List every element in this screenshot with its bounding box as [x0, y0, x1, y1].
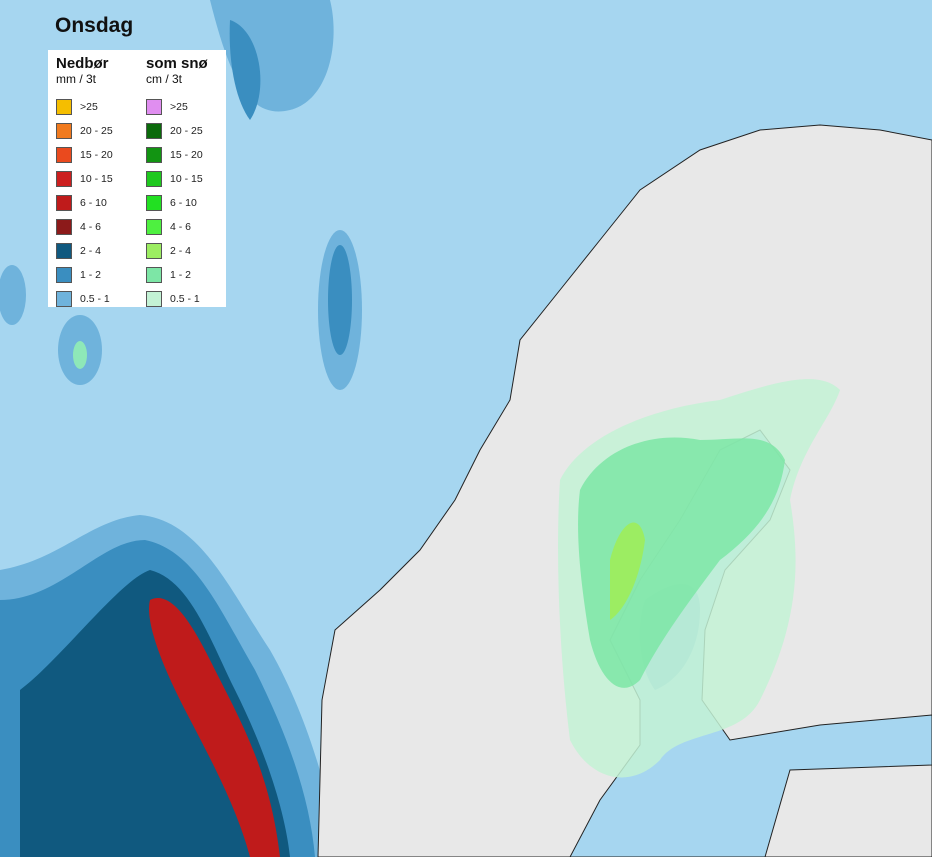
legend-swatch — [56, 99, 72, 115]
precip-area — [328, 245, 352, 355]
legend-label: 0.5 - 1 — [170, 293, 200, 305]
precip-area — [149, 598, 280, 857]
legend-column: Nedbør mm / 3t >25 20 - 25 15 - 20 10 - 15 6… — [56, 55, 113, 307]
precip-area — [0, 265, 26, 325]
legend-label: >25 — [170, 101, 188, 113]
legend-swatch — [56, 291, 72, 307]
legend-swatch — [146, 195, 162, 211]
legend-swatch — [146, 147, 162, 163]
legend-swatch — [56, 171, 72, 187]
legend-swatch — [56, 123, 72, 139]
legend-label: 1 - 2 — [80, 269, 102, 281]
legend-swatch — [146, 219, 162, 235]
legend-swatch — [56, 243, 72, 259]
legend-header: Nedbør — [56, 55, 109, 72]
legend-label: 6 - 10 — [80, 197, 107, 209]
legend-label: 10 - 15 — [170, 173, 203, 185]
legend-unit: cm / 3t — [146, 72, 183, 86]
legend-label: 20 - 25 — [170, 125, 203, 137]
snow-area — [610, 522, 645, 620]
snow-area — [578, 437, 785, 688]
legend-label: 1 - 2 — [170, 269, 192, 281]
legend-label: 2 - 4 — [170, 245, 192, 257]
legend-swatch — [146, 171, 162, 187]
legend-label: 6 - 10 — [170, 197, 197, 209]
legend-swatch — [146, 243, 162, 259]
legend-swatch — [146, 99, 162, 115]
legend-label: >25 — [80, 101, 98, 113]
legend-column: som snø cm / 3t >25 20 - 25 15 - 20 10 - 15… — [146, 55, 208, 307]
map-title: Onsdag — [55, 14, 134, 37]
legend: Nedbør mm / 3t >25 20 - 25 15 - 20 10 - 15 6… — [48, 50, 226, 307]
legend-swatch — [56, 195, 72, 211]
legend-label: 15 - 20 — [170, 149, 203, 161]
legend-swatch — [56, 219, 72, 235]
legend-unit: mm / 3t — [56, 72, 97, 86]
legend-label: 4 - 6 — [80, 221, 102, 233]
precip-area — [229, 20, 261, 120]
legend-swatch — [146, 291, 162, 307]
legend-swatch — [56, 267, 72, 283]
legend-label: 4 - 6 — [170, 221, 192, 233]
snow-area — [73, 341, 87, 369]
legend-label: 10 - 15 — [80, 173, 113, 185]
legend-label: 20 - 25 — [80, 125, 113, 137]
legend-swatch — [146, 123, 162, 139]
precip-area — [20, 570, 290, 857]
legend-swatch — [56, 147, 72, 163]
legend-label: 2 - 4 — [80, 245, 102, 257]
legend-label: 0.5 - 1 — [80, 293, 110, 305]
legend-swatch — [146, 267, 162, 283]
legend-header: som snø — [146, 55, 208, 72]
legend-label: 15 - 20 — [80, 149, 113, 161]
